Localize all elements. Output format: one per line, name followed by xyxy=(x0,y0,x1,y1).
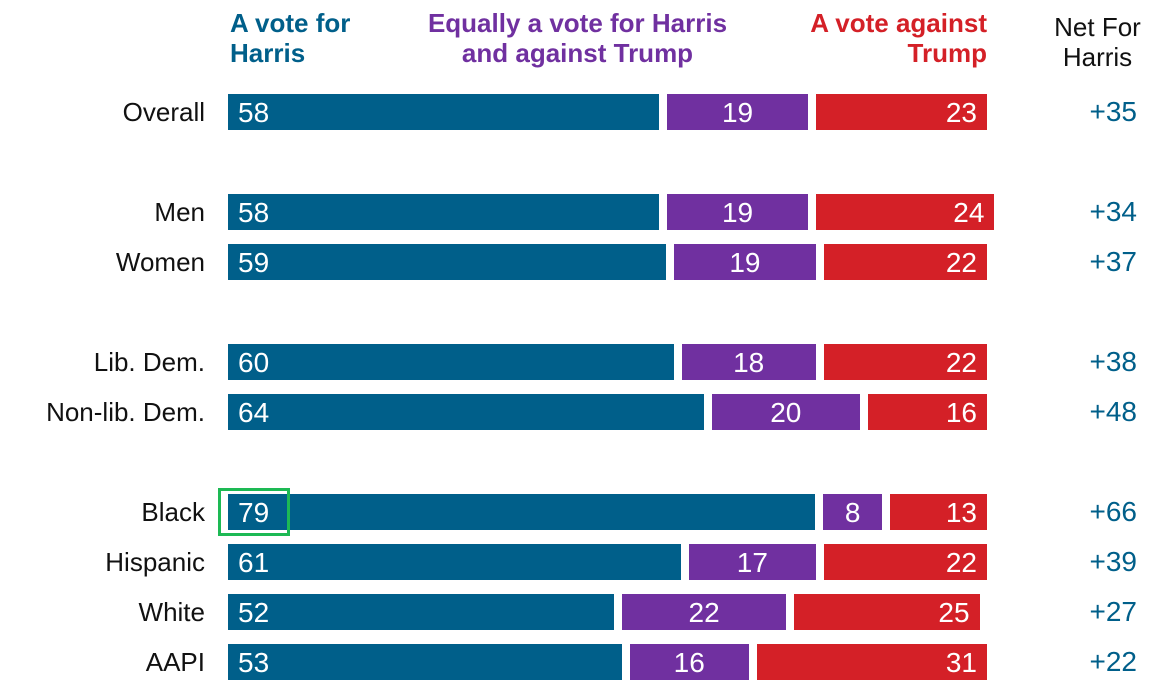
legend-entry: A vote for Harris xyxy=(230,8,351,68)
category-label: Black xyxy=(141,497,205,527)
bar-segment: 19 xyxy=(666,194,809,230)
category-label: Non-lib. Dem. xyxy=(46,397,205,427)
bar-segment: 13 xyxy=(890,494,987,530)
net-value: +66 xyxy=(1089,496,1138,527)
bar-segment: 22 xyxy=(823,244,987,280)
net-value: +38 xyxy=(1089,346,1138,377)
bar-segment: 23 xyxy=(816,94,987,130)
bar-segment: 24 xyxy=(816,194,995,230)
category-label: Overall xyxy=(122,97,205,127)
net-title: Net For Harris xyxy=(1054,12,1141,72)
bar-segment: 61 xyxy=(228,544,682,580)
bar-segment: 19 xyxy=(666,94,809,130)
bar-segment: 31 xyxy=(756,644,987,680)
bar-segment: 60 xyxy=(228,344,674,380)
net-value: +34 xyxy=(1089,196,1138,227)
bar-segment: 16 xyxy=(868,394,987,430)
bar-segment: 8 xyxy=(822,494,883,530)
net-value: +48 xyxy=(1089,396,1138,427)
bar-segment: 79 xyxy=(228,494,815,530)
net-value: +37 xyxy=(1089,246,1138,277)
bar-segment: 53 xyxy=(228,644,622,680)
bar-segment: 64 xyxy=(228,394,704,430)
bar-segment: 22 xyxy=(823,544,987,580)
category-label: White xyxy=(138,597,205,627)
bar-segment: 58 xyxy=(228,194,659,230)
bar-segment: 22 xyxy=(622,594,786,630)
bar-segment: 18 xyxy=(681,344,816,380)
bar-segment: 59 xyxy=(228,244,667,280)
category-label: Men xyxy=(154,197,205,227)
bar-segment: 25 xyxy=(793,594,980,630)
bar-segment: 22 xyxy=(823,344,987,380)
legend-entry: Equally a vote for Harris and against Tr… xyxy=(427,8,728,68)
category-label: Lib. Dem. xyxy=(93,347,205,377)
net-value: +35 xyxy=(1089,96,1138,127)
bar-segment: 20 xyxy=(711,394,861,430)
category-label: Women xyxy=(115,247,205,277)
net-value: +22 xyxy=(1089,646,1138,677)
net-value: +39 xyxy=(1089,546,1138,577)
bar-segment: 58 xyxy=(228,94,659,130)
category-label: Hispanic xyxy=(105,547,205,577)
bar-segment: 52 xyxy=(228,594,615,630)
bar-segment: 19 xyxy=(674,244,816,280)
net-value: +27 xyxy=(1089,596,1138,627)
bar-segment: 17 xyxy=(689,544,816,580)
bar-segment: 16 xyxy=(629,644,749,680)
legend-entry: A vote against Trump xyxy=(810,8,987,68)
highlight-box xyxy=(218,488,290,536)
category-label: AAPI xyxy=(145,647,205,677)
